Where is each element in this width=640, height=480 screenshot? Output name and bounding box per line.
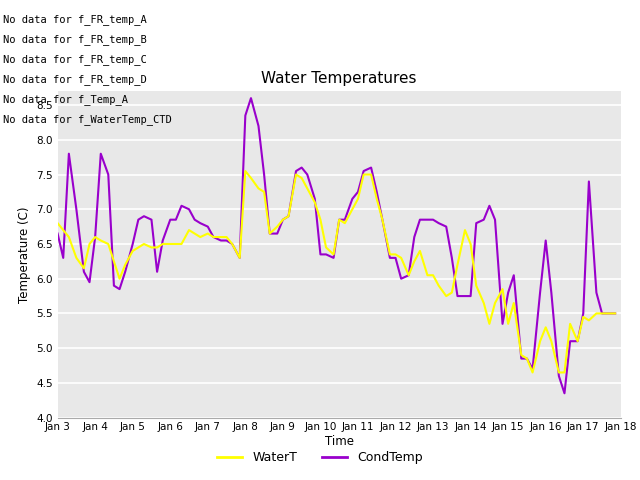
CondTemp bbox=[54, 231, 61, 237]
Line: WaterT: WaterT bbox=[58, 171, 615, 372]
WaterT bbox=[598, 311, 606, 316]
WaterT bbox=[241, 168, 249, 174]
CondTemp bbox=[247, 95, 255, 101]
Text: No data for f_FR_temp_C: No data for f_FR_temp_C bbox=[3, 54, 147, 65]
CondTemp bbox=[561, 390, 568, 396]
X-axis label: Time: Time bbox=[324, 435, 354, 448]
Text: No data for f_FR_temp_A: No data for f_FR_temp_A bbox=[3, 13, 147, 24]
CondTemp bbox=[611, 311, 619, 316]
CondTemp bbox=[448, 255, 456, 261]
CondTemp bbox=[129, 241, 136, 247]
WaterT bbox=[223, 234, 230, 240]
Title: Water Temperatures: Water Temperatures bbox=[262, 71, 417, 86]
CondTemp bbox=[223, 238, 230, 243]
WaterT bbox=[54, 220, 61, 226]
WaterT bbox=[542, 324, 550, 330]
Y-axis label: Temperature (C): Temperature (C) bbox=[17, 206, 31, 303]
CondTemp bbox=[536, 290, 544, 296]
WaterT bbox=[129, 248, 136, 254]
WaterT bbox=[448, 290, 456, 296]
WaterT bbox=[523, 356, 531, 361]
Text: No data for f_WaterTemp_CTD: No data for f_WaterTemp_CTD bbox=[3, 114, 172, 125]
Legend: WaterT, CondTemp: WaterT, CondTemp bbox=[212, 446, 428, 469]
CondTemp bbox=[523, 356, 531, 361]
Text: No data for f_FR_temp_D: No data for f_FR_temp_D bbox=[3, 74, 147, 85]
CondTemp bbox=[598, 311, 606, 316]
WaterT bbox=[611, 311, 619, 316]
Text: No data for f_Temp_A: No data for f_Temp_A bbox=[3, 94, 128, 105]
Line: CondTemp: CondTemp bbox=[58, 98, 615, 393]
Text: No data for f_FR_temp_B: No data for f_FR_temp_B bbox=[3, 34, 147, 45]
WaterT bbox=[529, 370, 536, 375]
